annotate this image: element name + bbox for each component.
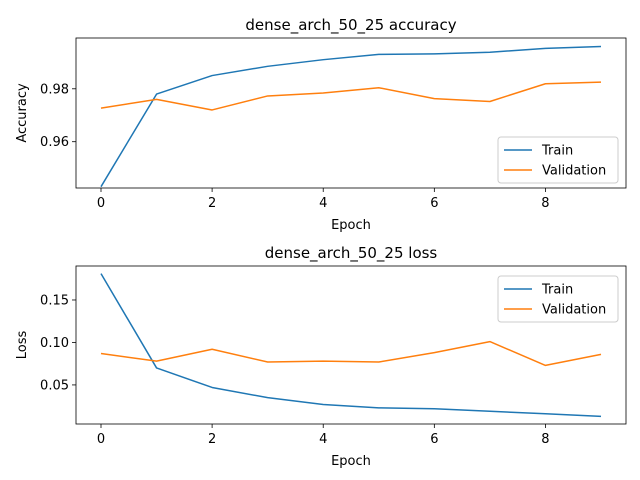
x-tick-label: 8 [541,196,549,211]
series-line-validation [100,340,602,367]
y-tick-label: 0.96 [40,135,69,150]
series-line-train [100,273,602,418]
chart-title: dense_arch_50_25 loss [265,244,438,263]
x-tick-label: 6 [430,196,438,211]
y-tick-label: 0.15 [40,293,69,308]
axes-frame [75,37,627,189]
legend-label-validation: Validation [542,164,606,179]
x-tick-label: 2 [208,432,216,447]
y-axis-label: Loss [15,331,30,360]
legend: Train Validation [497,275,619,323]
axes-frame [75,265,627,425]
chart-panel-0: dense_arch_50_25 accuracy 0 2 4 6 8 0.96 0.98 Ep… [15,16,627,233]
series-line-train [100,45,602,188]
x-tick-label: 8 [541,432,549,447]
x-tick-label: 0 [97,432,105,447]
legend-label-train: Train [541,144,573,159]
x-tick-label: 2 [208,196,216,211]
y-tick-label: 0.10 [40,336,69,351]
x-tick-label: 4 [319,432,327,447]
legend-box [497,275,619,323]
y-tick-label: 0.98 [40,82,69,97]
legend-label-validation: Validation [542,303,606,318]
y-axis-label: Accuracy [15,83,30,143]
x-axis-label: Epoch [331,454,371,469]
x-tick-label: 4 [319,196,327,211]
legend-box [497,136,619,184]
x-tick-label: 0 [97,196,105,211]
chart-panel-1: dense_arch_50_25 loss 0 2 4 6 8 0.05 0.10 0.15 Ep… [15,244,627,469]
legend-label-train: Train [541,283,573,298]
y-tick-label: 0.05 [40,378,69,393]
legend: Train Validation [497,136,619,184]
series-line-validation [100,81,602,111]
chart-title: dense_arch_50_25 accuracy [245,16,456,35]
x-tick-label: 6 [430,432,438,447]
x-axis-label: Epoch [331,218,371,233]
